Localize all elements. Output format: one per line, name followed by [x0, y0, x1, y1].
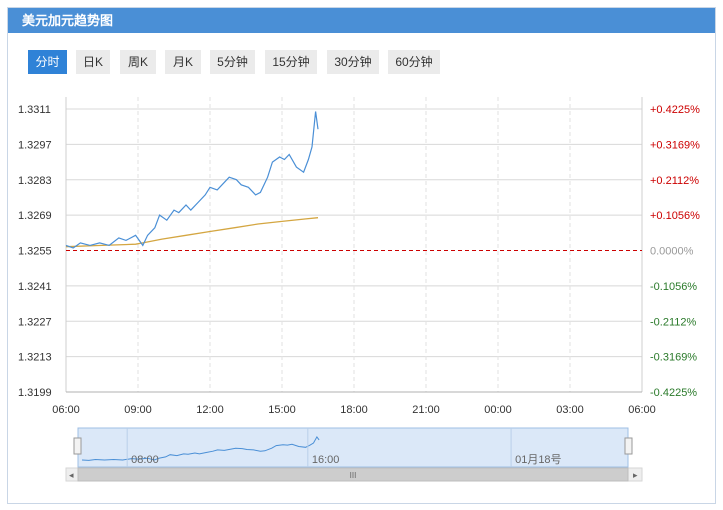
tab-15min[interactable]: 15分钟	[265, 50, 317, 74]
x-tick-label: 18:00	[340, 404, 368, 416]
y-tick-label: 1.3213	[18, 352, 52, 364]
scrollbar-grip: III	[350, 471, 357, 480]
x-tick-label: 12:00	[196, 404, 224, 416]
navigator-handle-right[interactable]	[624, 437, 633, 455]
tab-daily-k[interactable]: 日K	[76, 50, 110, 74]
chart-series	[65, 111, 642, 251]
y-tick-label: 1.3199	[18, 387, 52, 399]
x-tick-label: 06:00	[52, 404, 80, 416]
price-line	[65, 111, 319, 249]
scrollbar-thumb[interactable]	[77, 467, 629, 482]
pct-tick-label: -0.2112%	[650, 316, 696, 328]
chart-panel: 美元加元趋势图 分时 日K 周K 月K 5分钟 15分钟 30分钟 60分钟	[7, 7, 716, 504]
navigator-line	[81, 435, 320, 461]
time-navigator[interactable]: 08:00 16:00 01月18号 III ◂ ▸	[65, 427, 643, 482]
pct-tick-label: +0.1056%	[650, 210, 700, 222]
percent-axis: +0.4225% +0.3169% +0.2112% +0.1056% 0.0000% -…	[650, 104, 700, 399]
x-tick-label: 15:00	[268, 404, 296, 416]
y-tick-label: 1.3227	[18, 316, 52, 328]
navigator-tick-label: 08:00	[131, 454, 159, 466]
y-tick-label: 1.3311	[18, 104, 51, 116]
x-tick-label: 06:00	[628, 404, 656, 416]
tab-monthly-k[interactable]: 月K	[165, 50, 201, 74]
pct-tick-label: -0.3169%	[650, 352, 697, 364]
chart-grid	[65, 97, 643, 393]
y-tick-label: 1.3269	[18, 210, 52, 222]
tab-weekly-k[interactable]: 周K	[120, 50, 156, 74]
x-tick-label: 00:00	[484, 404, 512, 416]
pct-tick-label: +0.4225%	[650, 104, 700, 116]
average-price-line	[65, 217, 319, 248]
navigator-handle-left[interactable]	[73, 437, 82, 455]
navigator-tick-label: 01月18号	[515, 453, 561, 466]
x-tick-label: 03:00	[556, 404, 584, 416]
pct-tick-label: 0.0000%	[650, 246, 694, 258]
tab-timeshare[interactable]: 分时	[28, 50, 67, 74]
pct-tick-label: -0.1056%	[650, 281, 697, 293]
scroll-right-arrow: ▸	[633, 470, 638, 480]
tab-60min[interactable]: 60分钟	[388, 50, 440, 74]
pct-tick-label: -0.4225%	[650, 387, 697, 399]
tab-30min[interactable]: 30分钟	[327, 50, 379, 74]
x-tick-label: 21:00	[412, 404, 440, 416]
panel-title: 美元加元趋势图	[8, 8, 715, 33]
y-tick-label: 1.3241	[18, 281, 52, 293]
y-axis: 1.3311 1.3297 1.3283 1.3269 1.3255 1.3241 1.32…	[18, 104, 52, 399]
pct-tick-label: +0.3169%	[650, 139, 700, 151]
x-axis: 06:00 09:00 12:00 15:00 18:00 21:00 00:00 03:00…	[52, 404, 656, 416]
y-tick-label: 1.3297	[18, 139, 52, 151]
y-tick-label: 1.3283	[18, 175, 52, 187]
pct-tick-label: +0.2112%	[650, 175, 699, 187]
y-tick-label: 1.3255	[18, 246, 52, 258]
navigator-tick-label: 16:00	[312, 454, 340, 466]
tab-5min[interactable]: 5分钟	[210, 50, 255, 74]
scroll-left-arrow: ◂	[69, 470, 74, 480]
x-tick-label: 09:00	[124, 404, 152, 416]
